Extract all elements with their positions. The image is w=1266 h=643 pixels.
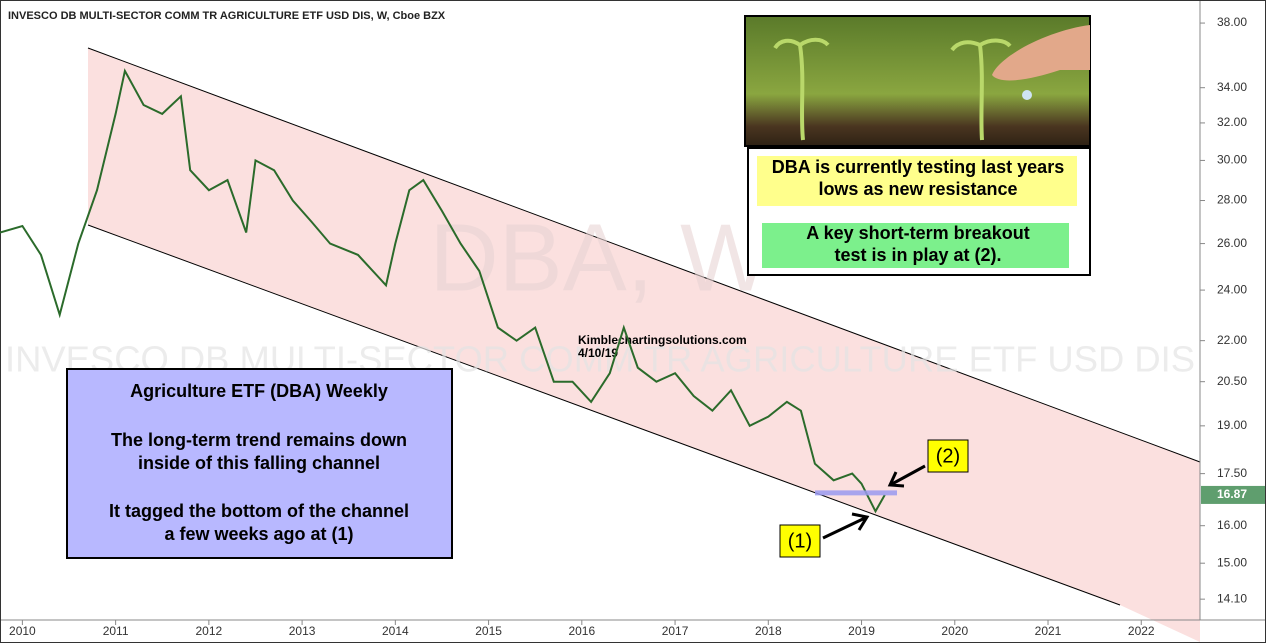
note-text: test is in play at (2). bbox=[834, 245, 1001, 265]
yellow-note bbox=[757, 156, 1077, 206]
box-text: It tagged the bottom of the channel bbox=[109, 501, 409, 521]
arrow bbox=[887, 464, 926, 488]
marker-label: (1) bbox=[788, 530, 812, 552]
y-tick-label: 34.00 bbox=[1217, 80, 1247, 94]
chart-title: INVESCO DB MULTI-SECTOR COMM TR AGRICULT… bbox=[8, 10, 446, 22]
arrow bbox=[822, 512, 870, 540]
x-tick-label: 2012 bbox=[196, 624, 223, 638]
last-price-label: 16.87 bbox=[1217, 487, 1247, 501]
y-tick-label: 15.00 bbox=[1217, 555, 1247, 569]
marker-box bbox=[779, 524, 821, 558]
x-tick-label: 2010 bbox=[9, 624, 36, 638]
channel-upper bbox=[87, 47, 1201, 463]
y-tick-label: 22.00 bbox=[1217, 333, 1247, 347]
y-tick-label: 20.50 bbox=[1217, 374, 1247, 388]
marker-box bbox=[927, 439, 969, 473]
y-tick-label: 32.00 bbox=[1217, 115, 1247, 129]
x-tick-label: 2013 bbox=[289, 624, 316, 638]
left-box bbox=[66, 368, 453, 559]
note-text: lows as new resistance bbox=[818, 179, 1017, 199]
box-text: Agriculture ETF (DBA) Weekly bbox=[130, 381, 388, 401]
channel bbox=[88, 48, 1200, 642]
x-tick-label: 2017 bbox=[662, 624, 689, 638]
x-tick-label: 2016 bbox=[568, 624, 595, 638]
y-tick-label: 24.00 bbox=[1217, 282, 1247, 296]
y-tick-label: 19.00 bbox=[1217, 418, 1247, 432]
x-tick-label: 2014 bbox=[382, 624, 409, 638]
x-tick-label: 2022 bbox=[1128, 624, 1155, 638]
x-tick-label: 2020 bbox=[941, 624, 968, 638]
x-tick-label: 2018 bbox=[755, 624, 782, 638]
green-note bbox=[762, 223, 1069, 268]
y-tick-label: 30.00 bbox=[1217, 153, 1247, 167]
y-tick-label: 16.00 bbox=[1217, 518, 1247, 532]
box-text: The long-term trend remains down bbox=[111, 430, 407, 450]
y-tick-label: 17.50 bbox=[1217, 466, 1247, 480]
y-tick-label: 26.00 bbox=[1217, 236, 1247, 250]
x-tick-label: 2011 bbox=[103, 624, 129, 638]
watermark-symbol: DBA, W bbox=[429, 204, 771, 311]
y-tick-label: 38.00 bbox=[1217, 15, 1247, 29]
box-text: a few weeks ago at (1) bbox=[164, 524, 353, 544]
x-tick-label: 2015 bbox=[475, 624, 502, 638]
channel-lower bbox=[87, 224, 1121, 606]
x-tick-label: 2019 bbox=[848, 624, 875, 638]
marker-label: (2) bbox=[936, 445, 960, 467]
box-text: inside of this falling channel bbox=[138, 453, 380, 473]
y-tick-label: 14.10 bbox=[1217, 591, 1247, 605]
date: 4/10/19 bbox=[578, 346, 618, 360]
y-tick-label: 28.00 bbox=[1217, 193, 1247, 207]
last-price-box bbox=[1201, 485, 1265, 504]
source: Kimblechartingsolutions.com bbox=[578, 333, 747, 347]
price-line bbox=[0, 68, 886, 514]
note-text: DBA is currently testing last years bbox=[772, 157, 1064, 177]
x-tick-label: 2021 bbox=[1035, 624, 1062, 638]
note-text: A key short-term breakout bbox=[806, 223, 1029, 243]
photo bbox=[744, 15, 1091, 147]
